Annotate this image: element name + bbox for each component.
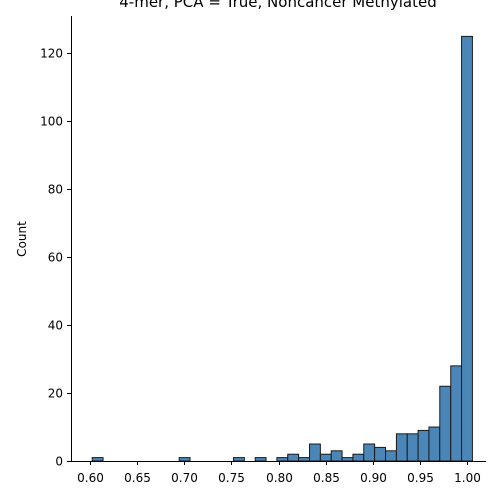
y-tick-label: 60: [48, 251, 63, 265]
histogram-bar: [287, 453, 300, 462]
y-tick-label: 20: [48, 387, 63, 401]
histogram-bar: [395, 433, 408, 462]
x-tick-label: 0.95: [407, 471, 434, 485]
x-axis-ticks: 0.60 0.65 0.70 0.75 0.80 0.85 0.90 0.95 1.00: [77, 461, 481, 485]
histogram-bar: [428, 426, 441, 462]
y-tick-label: 80: [48, 183, 63, 197]
x-tick-label: 0.90: [360, 471, 387, 485]
histogram-bar: [254, 457, 267, 462]
histogram-bar: [341, 457, 354, 462]
histogram-bar: [330, 450, 343, 462]
y-tick-label: 120: [40, 47, 63, 61]
histogram-bars: [91, 35, 473, 462]
x-tick-label: 0.60: [77, 471, 104, 485]
histogram-bar: [352, 453, 365, 462]
histogram-bar: [309, 443, 321, 462]
chart-title: 4-mer, PCA = True, Noncancer Methylated: [119, 0, 436, 11]
histogram-bar: [233, 457, 245, 462]
y-axis-ticks: 0 20 40 60 80 100 120: [40, 47, 71, 469]
histogram-bar: [374, 446, 387, 462]
histogram-bar: [450, 365, 463, 462]
histogram-bar: [461, 35, 473, 462]
x-tick-label: 1.00: [454, 471, 481, 485]
histogram-bar: [406, 433, 419, 462]
y-tick-label: 0: [55, 455, 63, 469]
histogram-bar: [276, 457, 289, 462]
histogram-bar: [363, 443, 376, 462]
x-tick-label: 0.65: [124, 471, 151, 485]
x-tick-label: 0.85: [313, 471, 340, 485]
histogram-bar: [385, 450, 397, 462]
histogram-bar: [178, 457, 191, 462]
x-tick-label: 0.80: [266, 471, 293, 485]
x-tick-label: 0.75: [218, 471, 245, 485]
x-tick-label: 0.70: [171, 471, 198, 485]
y-axis-label: Count: [15, 221, 29, 257]
y-tick-label: 40: [48, 319, 63, 333]
histogram-bar: [417, 429, 430, 462]
histogram-bar: [298, 457, 311, 462]
y-tick-label: 100: [40, 115, 63, 129]
histogram-bar: [319, 453, 332, 462]
histogram-bar: [91, 457, 104, 462]
histogram-bar: [439, 385, 452, 462]
